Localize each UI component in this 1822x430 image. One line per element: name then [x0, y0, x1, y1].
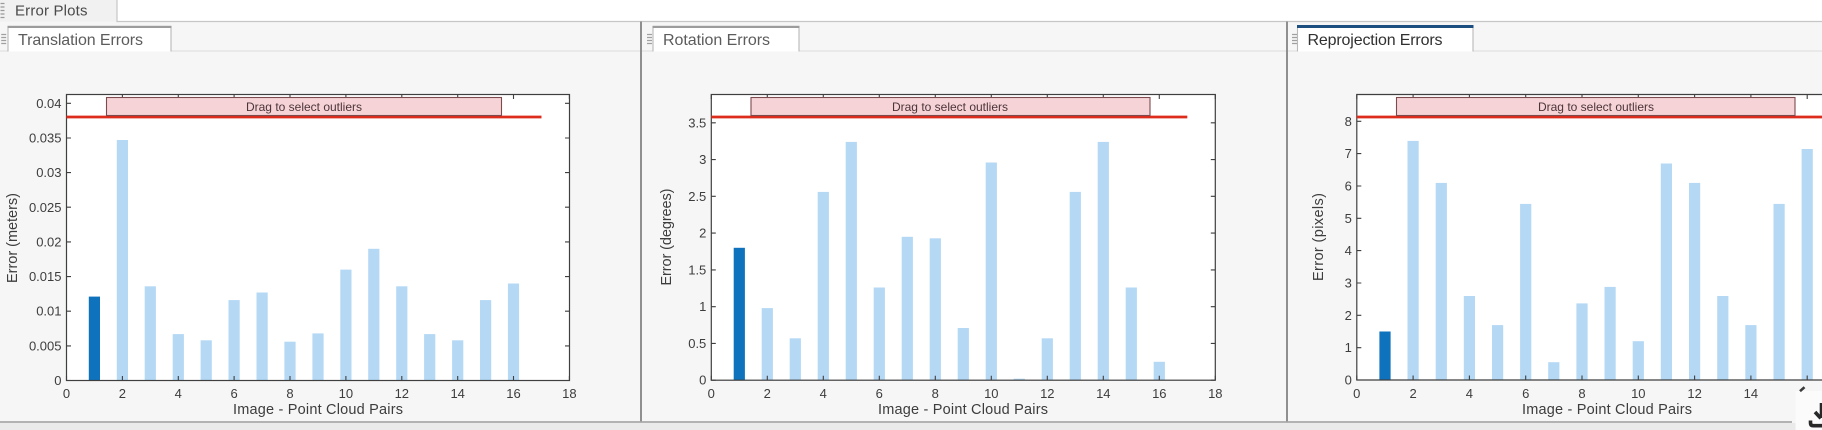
svg-text:0.005: 0.005 [29, 338, 62, 353]
svg-text:4: 4 [175, 386, 182, 401]
svg-text:0: 0 [708, 386, 715, 401]
svg-text:2: 2 [119, 386, 126, 401]
svg-text:0: 0 [1353, 386, 1360, 401]
svg-text:18: 18 [562, 386, 576, 401]
svg-text:16: 16 [506, 386, 520, 401]
svg-text:16: 16 [1152, 386, 1166, 401]
svg-text:0: 0 [1345, 373, 1352, 388]
svg-text:0.01: 0.01 [36, 304, 61, 319]
svg-text:Error (pixels): Error (pixels) [1311, 193, 1327, 281]
svg-text:14: 14 [1744, 386, 1758, 401]
svg-text:0.025: 0.025 [29, 200, 62, 215]
svg-text:0.03: 0.03 [36, 165, 61, 180]
svg-text:2: 2 [1409, 386, 1416, 401]
svg-text:6: 6 [876, 386, 883, 401]
svg-text:0.035: 0.035 [29, 131, 62, 146]
svg-text:Error (meters): Error (meters) [5, 193, 21, 283]
svg-text:14: 14 [1096, 386, 1110, 401]
svg-text:0: 0 [63, 386, 70, 401]
svg-text:10: 10 [984, 386, 998, 401]
svg-text:2: 2 [764, 386, 771, 401]
svg-text:6: 6 [230, 386, 237, 401]
svg-text:0.015: 0.015 [29, 269, 62, 284]
svg-text:4: 4 [1466, 386, 1473, 401]
svg-text:Error Plots: Error Plots [15, 3, 88, 20]
svg-text:Image - Point Cloud Pairs: Image - Point Cloud Pairs [233, 402, 403, 418]
svg-text:3: 3 [1345, 276, 1352, 291]
svg-text:0: 0 [54, 373, 61, 388]
svg-text:8: 8 [286, 386, 293, 401]
svg-text:12: 12 [1040, 386, 1054, 401]
svg-text:4: 4 [820, 386, 827, 401]
svg-text:Drag to select outliers: Drag to select outliers [1538, 100, 1654, 114]
svg-text:12: 12 [395, 386, 409, 401]
svg-text:18: 18 [1208, 386, 1222, 401]
svg-text:Translation Errors: Translation Errors [18, 32, 143, 49]
svg-text:8: 8 [1345, 114, 1352, 129]
svg-text:4: 4 [1345, 243, 1352, 258]
svg-text:0.5: 0.5 [688, 336, 706, 351]
svg-text:Drag to select outliers: Drag to select outliers [892, 100, 1008, 114]
svg-text:10: 10 [1631, 386, 1645, 401]
svg-text:14: 14 [450, 386, 464, 401]
svg-text:2.5: 2.5 [688, 189, 706, 204]
svg-text:6: 6 [1522, 386, 1529, 401]
svg-text:Rotation Errors: Rotation Errors [663, 32, 770, 49]
svg-text:1.5: 1.5 [688, 262, 706, 277]
svg-text:0.04: 0.04 [36, 96, 61, 111]
svg-text:Image - Point Cloud Pairs: Image - Point Cloud Pairs [878, 402, 1048, 418]
svg-text:1: 1 [1345, 340, 1352, 355]
svg-text:3: 3 [699, 152, 706, 167]
svg-text:1: 1 [699, 299, 706, 314]
svg-text:2: 2 [1345, 308, 1352, 323]
svg-text:Drag to select outliers: Drag to select outliers [246, 100, 362, 114]
svg-text:8: 8 [932, 386, 939, 401]
svg-text:7: 7 [1345, 146, 1352, 161]
svg-text:12: 12 [1687, 386, 1701, 401]
svg-text:Image - Point Cloud Pairs: Image - Point Cloud Pairs [1522, 402, 1692, 418]
svg-text:0: 0 [699, 373, 706, 388]
svg-text:0.02: 0.02 [36, 234, 61, 249]
svg-text:2: 2 [699, 226, 706, 241]
svg-text:Reprojection Errors: Reprojection Errors [1308, 32, 1443, 49]
svg-text:5: 5 [1345, 211, 1352, 226]
svg-text:3.5: 3.5 [688, 115, 706, 130]
svg-text:6: 6 [1345, 179, 1352, 194]
svg-text:8: 8 [1578, 386, 1585, 401]
svg-text:Error (degrees): Error (degrees) [659, 189, 675, 286]
svg-text:10: 10 [339, 386, 353, 401]
